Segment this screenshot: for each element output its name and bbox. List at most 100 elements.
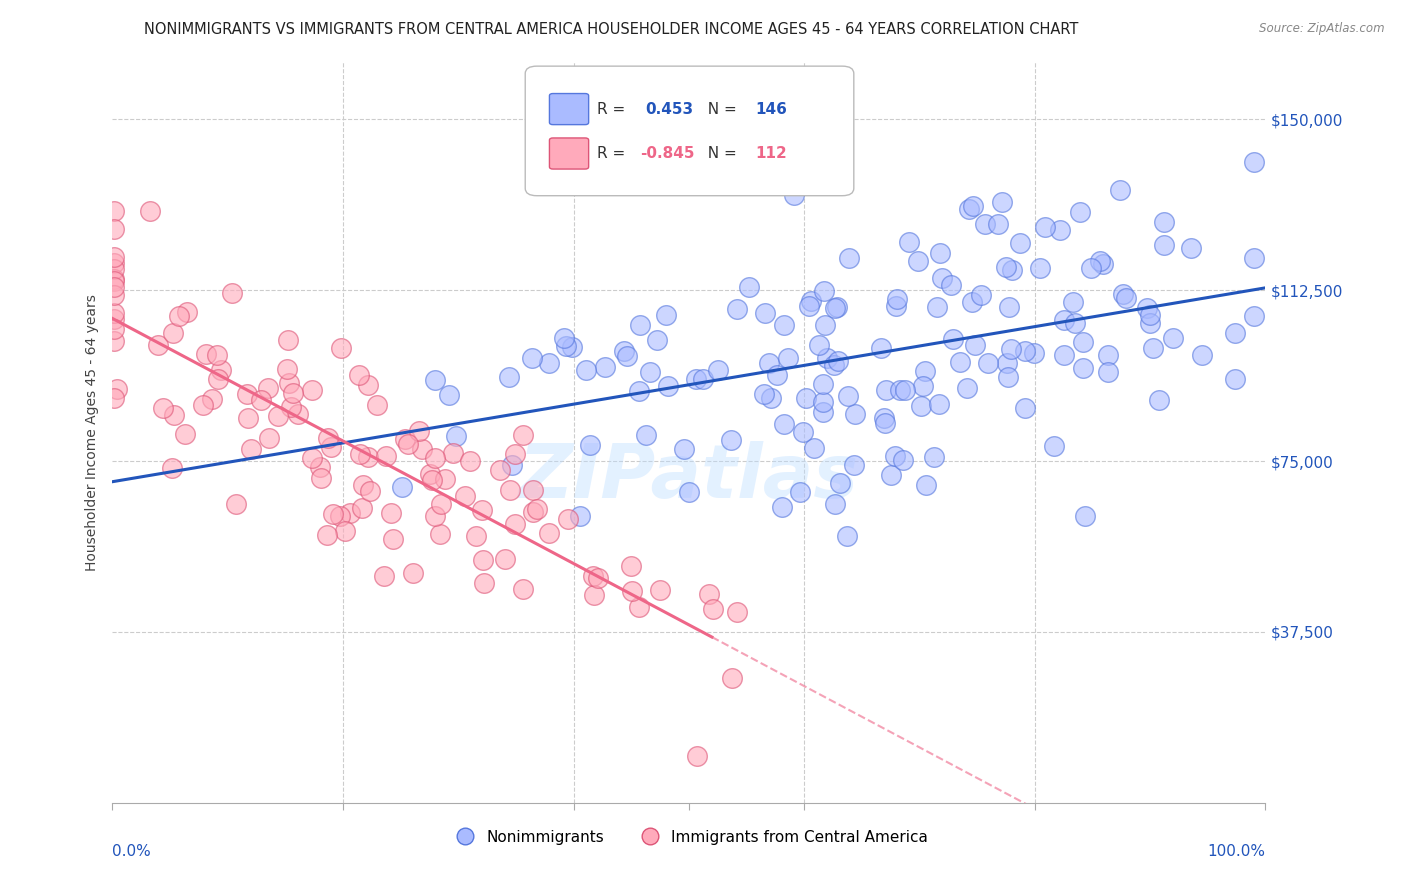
Point (375, 449, 398, 463)
Point (394, 433, 416, 447)
Point (582, 569, 605, 583)
Point (103, 322, 125, 336)
Point (949, 355, 972, 369)
Point (103, 287, 125, 301)
Point (267, 409, 290, 423)
Point (783, 187, 806, 202)
Point (1028, 261, 1050, 276)
Point (702, 601, 724, 615)
Point (1139, 308, 1161, 322)
Point (879, 467, 901, 482)
FancyBboxPatch shape (550, 94, 589, 125)
Point (1243, 309, 1265, 323)
Point (1142, 341, 1164, 355)
Point (823, 358, 845, 372)
Point (402, 566, 425, 580)
Point (236, 410, 259, 425)
Point (103, 272, 125, 286)
Text: -0.845: -0.845 (641, 146, 695, 161)
Point (103, 261, 125, 276)
Point (1080, 261, 1102, 276)
Point (1014, 344, 1036, 359)
Point (349, 368, 371, 382)
Point (638, 365, 661, 379)
Point (825, 301, 848, 315)
Point (987, 217, 1010, 231)
Point (884, 299, 907, 313)
Point (995, 356, 1018, 370)
Point (1090, 253, 1112, 268)
Point (1071, 361, 1094, 376)
Point (240, 442, 263, 456)
Point (720, 671, 742, 685)
Point (425, 508, 447, 523)
Point (911, 379, 934, 393)
Point (460, 453, 482, 467)
Point (103, 312, 125, 326)
Point (568, 509, 591, 524)
Text: NONIMMIGRANTS VS IMMIGRANTS FROM CENTRAL AMERICA HOUSEHOLDER INCOME AGES 45 - 64: NONIMMIGRANTS VS IMMIGRANTS FROM CENTRAL… (145, 22, 1078, 37)
Point (761, 391, 783, 405)
Point (811, 405, 834, 419)
Point (277, 333, 299, 347)
Point (526, 502, 548, 516)
Point (522, 505, 544, 519)
Point (1097, 365, 1119, 379)
Point (875, 417, 897, 431)
Point (152, 401, 174, 416)
Point (501, 458, 523, 473)
Point (648, 583, 671, 598)
Point (434, 471, 457, 485)
Point (692, 372, 714, 386)
Point (647, 333, 669, 347)
Point (1042, 439, 1064, 453)
Point (1053, 313, 1076, 327)
Point (408, 425, 430, 439)
Point (699, 587, 721, 601)
Point (257, 381, 280, 395)
Point (322, 507, 344, 521)
Point (931, 271, 953, 285)
Point (499, 483, 522, 498)
Point (382, 532, 405, 546)
Point (522, 483, 544, 497)
Point (221, 285, 243, 300)
Point (814, 318, 837, 332)
Point (827, 354, 849, 368)
Point (430, 498, 453, 512)
Point (211, 362, 233, 376)
Point (464, 529, 486, 543)
Point (494, 552, 516, 566)
Point (914, 364, 936, 378)
Point (772, 417, 794, 432)
Point (678, 485, 700, 500)
Point (994, 260, 1017, 275)
Point (277, 376, 299, 391)
Point (873, 411, 896, 425)
Point (437, 388, 460, 402)
Text: N =: N = (699, 102, 742, 117)
Point (105, 382, 128, 396)
Point (1139, 316, 1161, 330)
Point (613, 343, 636, 358)
Point (1191, 348, 1213, 362)
Point (103, 334, 125, 348)
Point (811, 395, 834, 409)
Point (173, 426, 195, 441)
Point (512, 582, 534, 597)
Point (835, 529, 858, 543)
Point (429, 527, 451, 541)
Point (162, 326, 184, 341)
Text: ZIPatlas: ZIPatlas (519, 441, 859, 514)
Point (308, 460, 330, 475)
Point (754, 386, 776, 401)
Point (813, 284, 835, 298)
Point (844, 407, 866, 421)
Point (915, 478, 938, 492)
Legend: Nonimmigrants, Immigrants from Central America: Nonimmigrants, Immigrants from Central A… (443, 823, 935, 851)
Point (1097, 348, 1119, 362)
Text: N =: N = (699, 146, 742, 161)
Point (737, 280, 759, 294)
Point (1000, 342, 1022, 356)
Point (686, 749, 709, 764)
